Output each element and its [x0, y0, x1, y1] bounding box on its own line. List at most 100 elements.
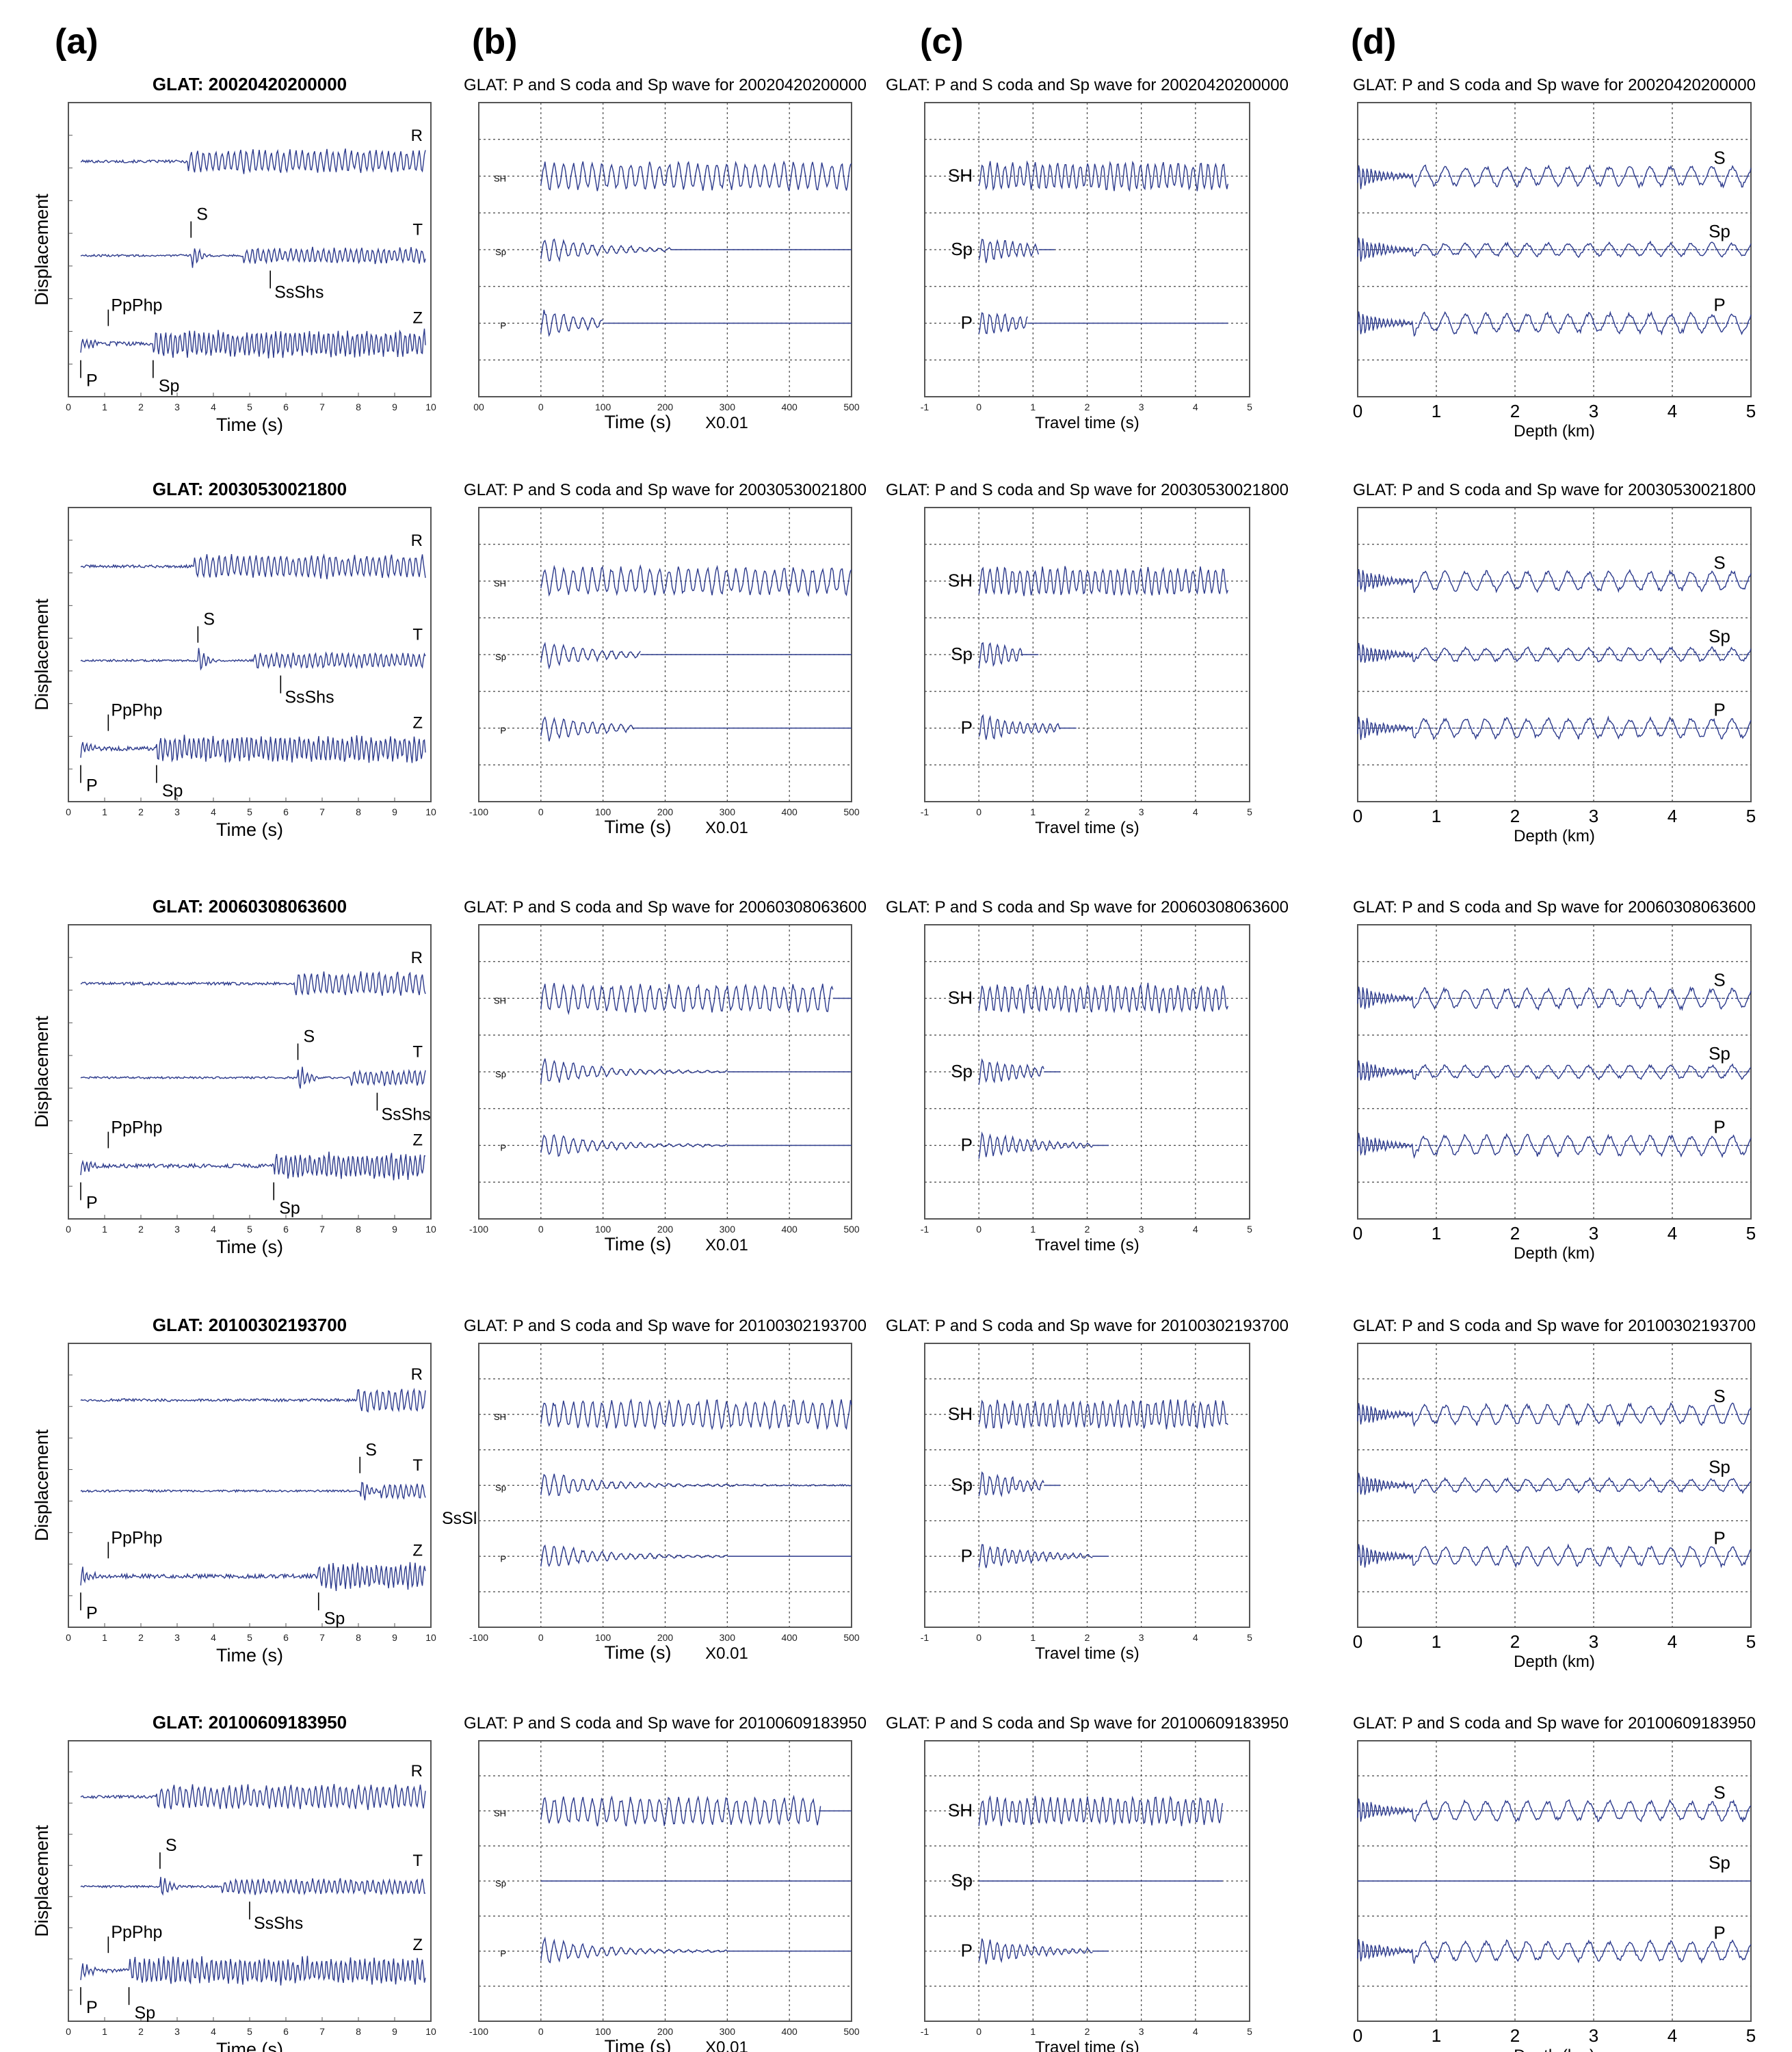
- x-tick-label: 2: [1085, 806, 1090, 817]
- trace-T: [80, 1482, 426, 1501]
- x-tick-label: 3: [1589, 1631, 1598, 1652]
- x-tick-label: 0: [976, 402, 981, 412]
- phase-label-S: S: [166, 1836, 177, 1855]
- trace-P: [540, 716, 635, 741]
- x-tick-label: 1: [1030, 402, 1036, 412]
- trace-Z: [80, 1151, 426, 1181]
- x-tick-label: -100: [469, 2026, 488, 2037]
- trace-Sp: [1357, 1060, 1752, 1081]
- trace-Z: [80, 328, 426, 358]
- component-label: Z: [412, 714, 423, 733]
- x-tick-label: 3: [1139, 402, 1144, 412]
- trace-P: [978, 1938, 1093, 1964]
- component-label: Z: [412, 1936, 423, 1954]
- x-axis-label: Time (s): [216, 1237, 283, 1257]
- panel-c-row-4: SH Sp P Travel time (s): [924, 1343, 1250, 1663]
- phase-label-SsShs: SsShs: [285, 688, 334, 707]
- x-tick-label: 200: [657, 1632, 674, 1643]
- trace-SH: [540, 1398, 852, 1430]
- x-tick-label: 100: [595, 402, 611, 412]
- x-tick-label: 1: [1432, 1631, 1441, 1652]
- trace-label-P: P: [961, 1135, 973, 1155]
- x-tick-label: 4: [1193, 2026, 1198, 2037]
- x-tick-label: 5: [1247, 2026, 1252, 2037]
- x-tick-label: 0: [538, 2026, 544, 2037]
- trace-label-P: P: [961, 1941, 973, 1961]
- trace-label-SH: SH: [948, 570, 973, 591]
- x-tick-label: 5: [1247, 806, 1252, 817]
- panel-title: GLAT: P and S coda and Sp wave for 20020…: [464, 76, 867, 94]
- trace-label-Sp: Sp: [1709, 1043, 1730, 1064]
- trace-label-Sp: Sp: [495, 1069, 506, 1079]
- trace-P: [540, 309, 603, 337]
- x-tick-label: 10: [425, 806, 436, 817]
- trace-label-SH: SH: [494, 579, 506, 589]
- column-label-a: (a): [55, 22, 98, 62]
- x-tick-label: 10: [425, 1632, 436, 1643]
- x-tick-label: 5: [1746, 2025, 1756, 2046]
- x-tick-label: 6: [283, 2026, 289, 2037]
- trace-S: [1357, 1402, 1752, 1428]
- x-tick-label: 10: [425, 2026, 436, 2037]
- x-tick-label: 0: [1353, 806, 1362, 826]
- x-tick-label: 4: [1668, 806, 1677, 826]
- x-tick-label: 6: [283, 402, 289, 412]
- component-label: T: [412, 626, 423, 644]
- x-tick-label: 400: [781, 806, 798, 817]
- phase-label-Sp: Sp: [324, 1609, 345, 1628]
- panel-a-row-5: R T Z S SsShs PpPhp P Sp Time (s) Displacement: [31, 1740, 432, 2052]
- trace-label-P: P: [500, 726, 506, 736]
- trace-label-P: P: [961, 313, 973, 333]
- phase-label-P: P: [86, 1998, 98, 2017]
- x-tick-label: 0: [538, 402, 544, 412]
- x-tick-label: 0: [538, 806, 544, 817]
- x-tick-label: 4: [1668, 1631, 1677, 1652]
- x-axis-label: Time (s): [605, 1234, 672, 1254]
- panel-a-row-4: R T Z S SsSl PpPhp P Sp Time (s) Displacement: [31, 1343, 477, 1666]
- x-tick-label: 5: [1247, 1632, 1252, 1643]
- trace-label-SH: SH: [948, 166, 973, 186]
- component-label: R: [411, 1365, 423, 1384]
- x-tick-label: 6: [283, 1632, 289, 1643]
- x-tick-label: 6: [283, 1224, 289, 1235]
- x-tick-label: 0: [1353, 2025, 1362, 2046]
- panel-title: GLAT: 20030530021800: [153, 479, 347, 499]
- x-tick-label: 3: [1139, 1632, 1144, 1643]
- trace-T: [80, 246, 426, 268]
- panel-d-row-2: S Sp P Depth (km): [1357, 507, 1752, 845]
- component-label: T: [412, 1043, 423, 1062]
- x-tick-label: 500: [843, 402, 860, 412]
- x-tick-label: 2: [1085, 1224, 1090, 1235]
- x-tick-label: 00: [473, 402, 484, 412]
- panel-title: GLAT: P and S coda and Sp wave for 20100…: [1353, 1317, 1756, 1335]
- x-tick-label: 200: [657, 402, 674, 412]
- phase-label-P: P: [86, 371, 98, 391]
- x-tick-label: 300: [720, 402, 736, 412]
- x-tick-label: 8: [356, 1632, 361, 1643]
- trace-label-Sp: Sp: [951, 1475, 973, 1495]
- x-tick-label: 0: [976, 1224, 981, 1235]
- x-tick-label: 8: [356, 2026, 361, 2037]
- x-axis-label: Time (s): [605, 2036, 672, 2052]
- phase-label-S: S: [196, 205, 208, 224]
- trace-SH: [978, 566, 1228, 596]
- x-tick-label: 3: [174, 402, 180, 412]
- x-tick-label: 3: [174, 1224, 180, 1235]
- component-label: Z: [412, 309, 423, 328]
- x-axis-label: Depth (km): [1514, 2047, 1595, 2052]
- component-label: Z: [412, 1131, 423, 1150]
- panel-b-row-1: SH Sp P Time (s) X0.01: [478, 102, 852, 432]
- phase-label-SsShs: SsSl: [442, 1509, 477, 1528]
- x-tick-label: 5: [1746, 806, 1756, 826]
- trace-R: [80, 971, 426, 996]
- x-axis-label: Travel time (s): [1035, 819, 1139, 837]
- x-tick-label: 0: [538, 1632, 544, 1643]
- trace-S: [1357, 986, 1752, 1012]
- panel-title: GLAT: 20100302193700: [153, 1315, 347, 1335]
- x-axis-label: Time (s): [216, 819, 283, 840]
- x-tick-label: 8: [356, 402, 361, 412]
- panel-title: GLAT: 20020420200000: [153, 74, 347, 94]
- trace-label-P: P: [1713, 1117, 1725, 1137]
- x-tick-label: 4: [211, 806, 216, 817]
- x-tick-label: 4: [211, 1632, 216, 1643]
